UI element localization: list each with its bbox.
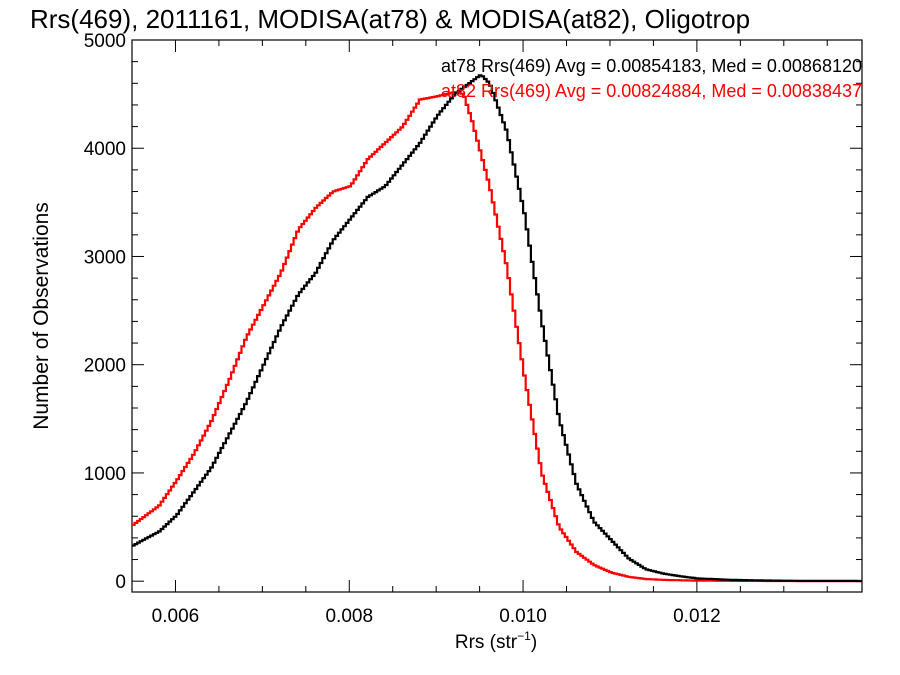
x-tick-label: 0.010 <box>499 606 547 627</box>
series-line-at82 <box>132 91 862 583</box>
series-annotation-at82: at82 Rrs(469) Avg = 0.00824884, Med = 0.… <box>441 81 862 101</box>
chart-title: Rrs(469), 2011161, MODISA(at78) & MODISA… <box>30 4 750 34</box>
y-tick-label: 2000 <box>84 356 126 377</box>
y-tick-label: 4000 <box>84 139 126 160</box>
x-axis-label-superscript: −1 <box>517 629 531 643</box>
x-tick-label: 0.008 <box>325 606 373 627</box>
y-tick-label: 5000 <box>84 31 126 52</box>
series-lines <box>132 74 862 583</box>
x-tick-label: 0.006 <box>152 606 200 627</box>
x-axis-label-suffix: ) <box>531 632 537 653</box>
axis-tick-labels: 0.006 0.008 0.010 0.012 0 1000 2000 3000 4000 500… <box>84 31 721 627</box>
series-line-at78 <box>132 74 862 583</box>
y-tick-label: 3000 <box>84 247 126 268</box>
x-axis-label-main: Rrs (str <box>455 632 518 653</box>
plot-border <box>131 39 863 593</box>
series-annotation-at78: at78 Rrs(469) Avg = 0.00854183, Med = 0.… <box>441 56 862 76</box>
y-tick-label: 1000 <box>84 464 126 485</box>
x-axis-label: Rrs (str−1) <box>455 629 537 653</box>
plot-frame <box>131 39 863 593</box>
y-tick-label: 0 <box>115 572 126 593</box>
x-tick-label: 0.012 <box>673 606 721 627</box>
axis-ticks <box>131 39 862 592</box>
y-axis-label: Number of Observations <box>30 202 53 430</box>
